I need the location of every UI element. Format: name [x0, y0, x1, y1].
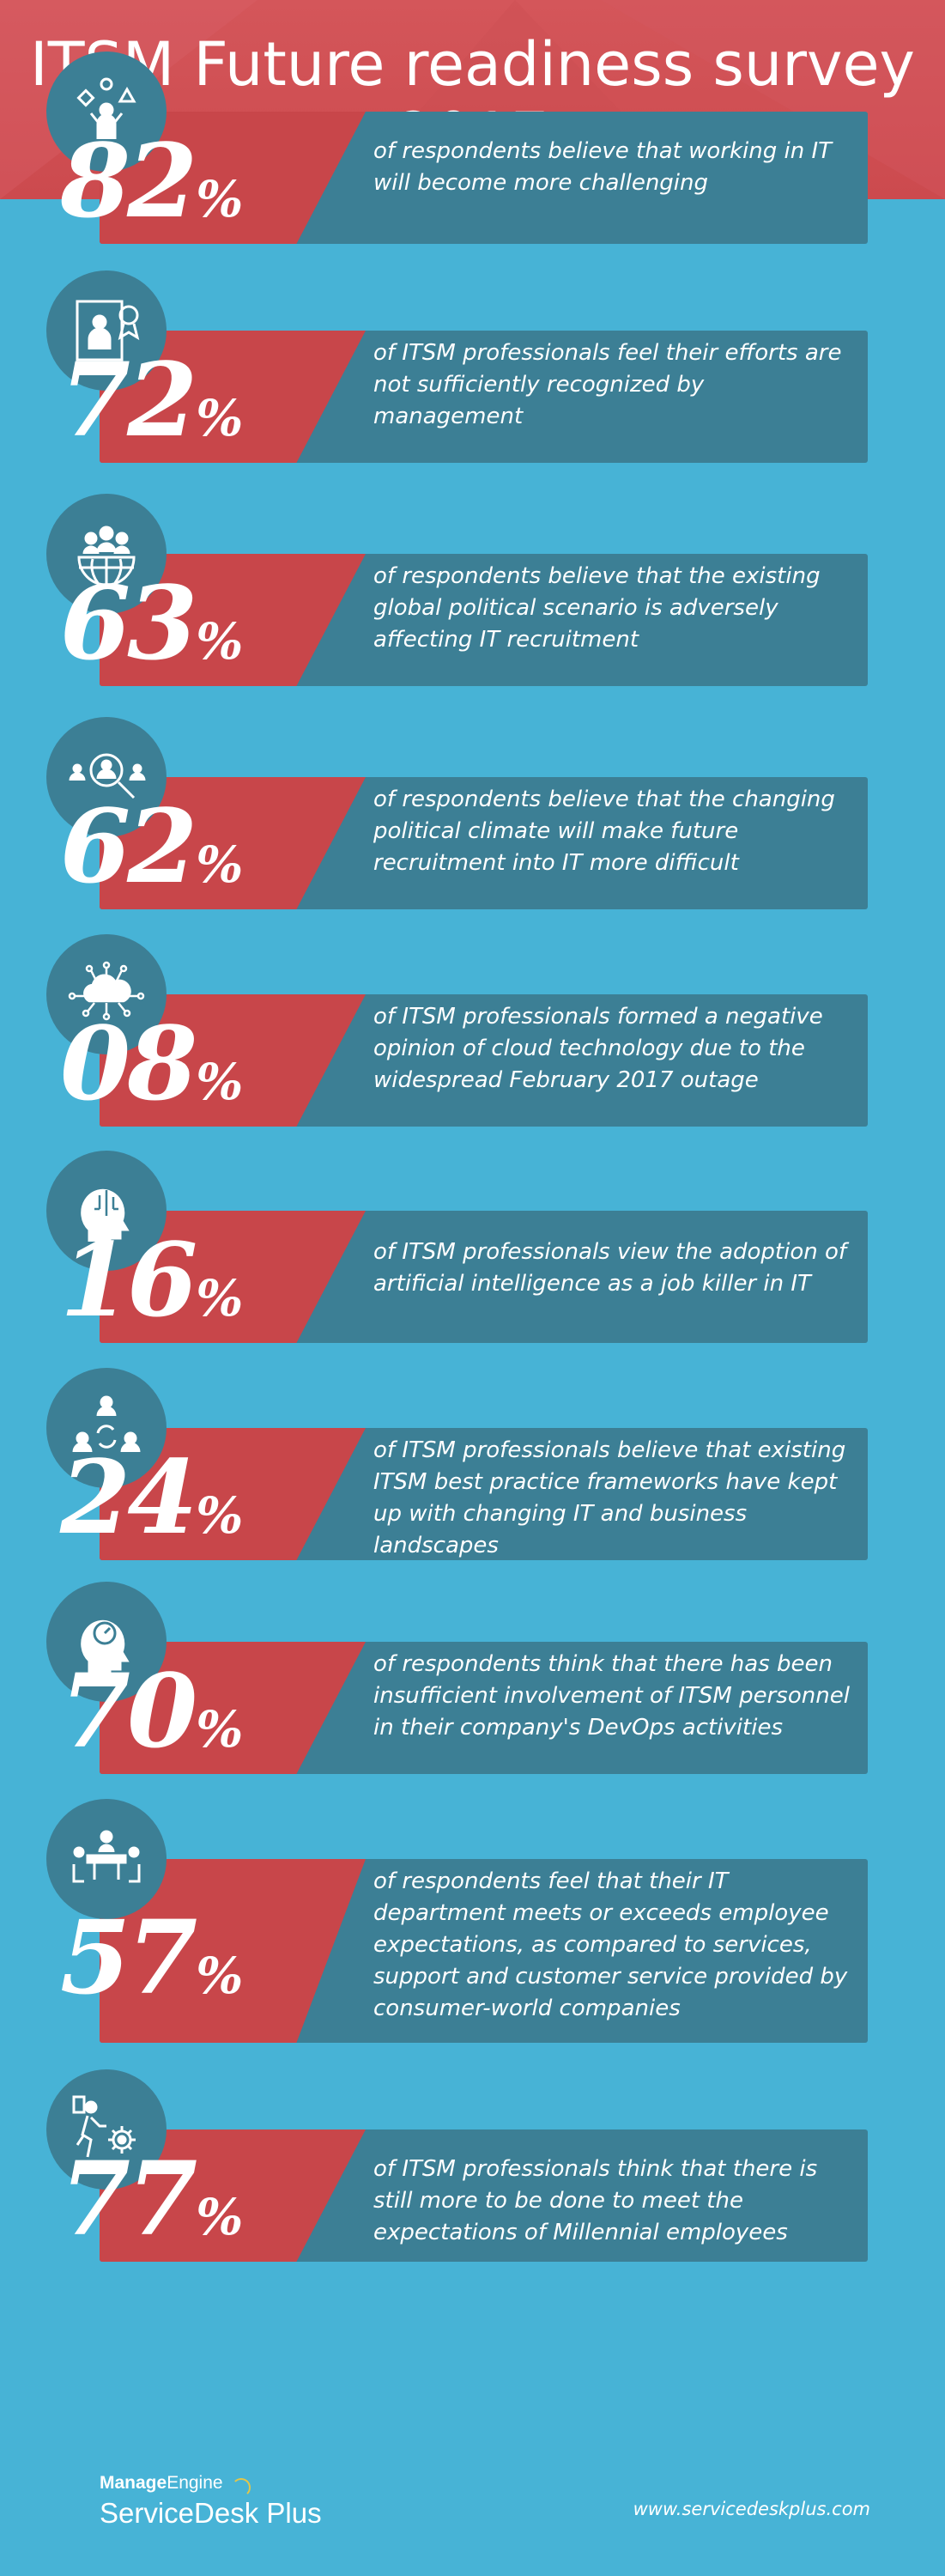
stat-value: 08 [60, 1004, 197, 1123]
stat-description: of respondents believe that the existing… [373, 563, 821, 653]
juggling-person-icon [76, 77, 136, 139]
stat-description: of ITSM professionals think that there i… [373, 2156, 818, 2245]
stat-value: 62 [60, 787, 197, 906]
stat-value: 72 [60, 340, 197, 459]
stat-value: 63 [60, 563, 197, 683]
stat-description: of respondents think that there has been… [373, 1651, 850, 1741]
stat-item: 63% of respondents believe that the exist… [0, 477, 945, 686]
recruitment-search-icon-badge [46, 717, 167, 837]
stat-card [100, 1642, 868, 1774]
stat-card [100, 1211, 868, 1343]
stat-item: 16% of ITSM professionals view the adopti… [0, 1133, 945, 1343]
stat-percentage: 77% [60, 2143, 243, 2273]
stat-description: of ITSM professionals view the adoption … [373, 1239, 847, 1297]
stat-value: 24 [60, 1437, 197, 1557]
stat-percentage: 72% [60, 344, 243, 474]
brand-rest: Engine [167, 2473, 223, 2493]
person-gear-icon-badge [46, 2069, 167, 2190]
stat-percentage: 08% [60, 1008, 243, 1138]
stat-item: 70% of respondents think that there has b… [0, 1564, 945, 1774]
stat-card [100, 554, 868, 686]
cloud-network-icon-badge [46, 934, 167, 1054]
stat-card [100, 777, 868, 909]
stat-description: of ITSM professionals believe that exist… [373, 1437, 846, 1558]
stat-item: 62% of respondents believe that the chang… [0, 700, 945, 909]
percent-symbol: % [196, 2188, 244, 2246]
percent-symbol: % [196, 1947, 244, 2005]
stat-percentage: 82% [60, 125, 243, 255]
stat-description: of respondents believe that the changing… [373, 787, 835, 876]
meeting-table-icon [72, 1830, 141, 1883]
stat-card [100, 994, 868, 1127]
stat-value: 70 [60, 1651, 197, 1771]
stat-card [100, 112, 868, 244]
stat-percentage: 63% [60, 568, 243, 697]
stat-percentage: 57% [60, 1902, 243, 2032]
stat-percentage: 62% [60, 791, 243, 920]
stat-value: 77 [60, 2139, 197, 2258]
meeting-table-icon-badge [46, 1799, 167, 1919]
stat-card [100, 2129, 868, 2262]
manageengine-wordmark: ManageEngine [100, 2473, 322, 2494]
stat-percentage: 16% [60, 1224, 243, 1354]
percent-symbol: % [196, 612, 244, 671]
certificate-award-icon-badge [46, 270, 167, 391]
percent-symbol: % [196, 1053, 244, 1111]
stat-value: 82 [60, 121, 197, 240]
stat-item: 72% of ITSM professionals feel their effo… [0, 253, 945, 463]
stat-percentage: 70% [60, 1656, 243, 1785]
percent-symbol: % [196, 1486, 244, 1545]
brand-logo: ManageEngine ServiceDesk Plus [100, 2473, 322, 2530]
stat-description: of respondents believe that working in I… [373, 138, 832, 196]
stat-item: 82% of respondents believe that working i… [0, 34, 945, 244]
certificate-award-icon [76, 300, 140, 361]
person-gear-icon [72, 2095, 136, 2158]
percent-symbol: % [196, 1700, 244, 1759]
juggling-person-icon-badge [46, 52, 167, 172]
stat-percentage: 24% [60, 1442, 243, 1571]
percent-symbol: % [196, 170, 244, 228]
globe-people-icon-badge [46, 494, 167, 614]
globe-people-icon [77, 526, 136, 586]
head-gauge-icon [81, 1619, 130, 1673]
brand-bold: Manage [100, 2473, 167, 2493]
logo-arc-icon [232, 2478, 251, 2497]
ai-head-icon [81, 1188, 130, 1242]
stat-card [100, 331, 868, 463]
stat-value: 57 [60, 1898, 197, 2017]
stat-item: 24% of ITSM professionals believe that ex… [0, 1351, 945, 1560]
recruitment-search-icon [69, 753, 146, 799]
cloud-network-icon [68, 961, 145, 1021]
head-gauge-icon-badge [46, 1582, 167, 1702]
website-url: www.servicedeskplus.com [633, 2499, 870, 2519]
stat-description: of ITSM professionals formed a negative … [373, 1004, 823, 1093]
percent-symbol: % [196, 1269, 244, 1327]
stat-item: 57% of respondents feel that their IT dep… [0, 1782, 945, 2043]
percent-symbol: % [196, 835, 244, 894]
stat-card [100, 1428, 868, 1560]
stat-description: of ITSM professionals feel their efforts… [373, 340, 842, 429]
stat-value: 16 [60, 1220, 197, 1340]
ai-head-icon-badge [46, 1151, 167, 1271]
percent-symbol: % [196, 389, 244, 447]
stat-description: of respondents feel that their IT depart… [373, 1868, 848, 2021]
stat-item: 08% of ITSM professionals formed a negati… [0, 917, 945, 1127]
stat-item: 77% of ITSM professionals think that ther… [0, 2052, 945, 2262]
people-sync-icon [72, 1395, 141, 1453]
product-name: ServiceDesk Plus [100, 2497, 322, 2529]
people-sync-icon-badge [46, 1368, 167, 1488]
